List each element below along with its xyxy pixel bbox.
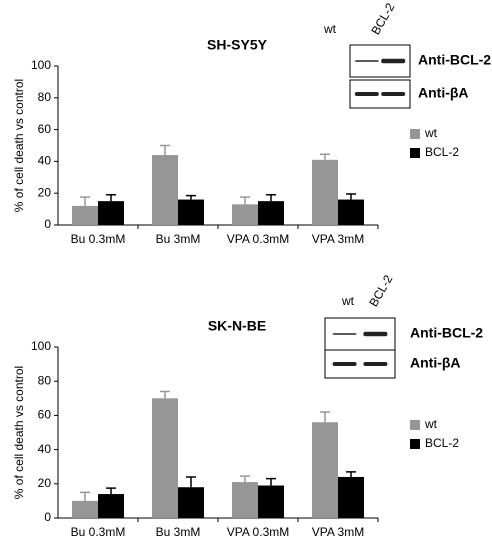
blot-lane-label: BCL-2: [366, 272, 395, 309]
error-bar: [186, 194, 196, 200]
legend-swatch: [410, 439, 420, 449]
bar: [232, 204, 258, 225]
blot-band: [363, 331, 388, 337]
bar: [72, 205, 98, 225]
x-tick-label: Bu 0.3mM: [71, 232, 126, 246]
blot-antibody-label: Anti-BCL-2: [410, 325, 483, 341]
error-bar: [80, 196, 90, 206]
x-tick-label: Bu 3mM: [156, 232, 201, 246]
y-tick-label: 100: [31, 339, 51, 353]
x-tick-label: VPA 3mM: [312, 232, 364, 246]
legend-swatch: [410, 420, 420, 430]
y-tick-label: 40: [38, 154, 52, 168]
y-tick-label: 20: [38, 185, 52, 199]
y-tick-label: 20: [38, 476, 52, 490]
blot-lane-label: wt: [323, 22, 337, 36]
blot-band: [332, 362, 357, 366]
error-bar: [160, 390, 170, 399]
blot-band: [381, 92, 406, 96]
chart: SH-SY5Y % of cell death vs control 0 20 40 60…: [12, 0, 491, 246]
error-bar: [266, 477, 276, 486]
error-bar: [240, 475, 250, 483]
blot-lane-label: wt: [341, 294, 355, 308]
error-bar: [320, 153, 330, 160]
x-tick-label: Bu 3mM: [156, 525, 201, 539]
bar: [258, 485, 284, 518]
blot-antibody-label: Anti-βA: [418, 85, 469, 101]
y-axis-label: % of cell death vs control: [12, 79, 26, 212]
error-bar: [346, 471, 356, 477]
x-tick-label: VPA 0.3mM: [227, 232, 289, 246]
blot-band: [354, 92, 379, 96]
bar: [232, 482, 258, 518]
error-bar: [240, 196, 250, 205]
bar: [98, 494, 124, 518]
blot-band: [354, 60, 379, 62]
legend-label: wt: [424, 417, 438, 431]
bar: [178, 487, 204, 518]
bar: [178, 199, 204, 225]
legend-label: BCL-2: [425, 436, 459, 450]
error-bar: [346, 193, 356, 200]
x-tick-label: VPA 0.3mM: [227, 525, 289, 539]
y-tick-label: 100: [31, 58, 51, 72]
bar: [152, 155, 178, 225]
legend-swatch: [410, 148, 420, 158]
chart-title: SK-N-BE: [208, 318, 266, 334]
y-tick-label: 40: [38, 442, 52, 456]
bar: [98, 201, 124, 225]
y-tick-label: 60: [38, 408, 52, 422]
y-tick-label: 80: [38, 373, 52, 387]
error-bar: [266, 194, 276, 202]
legend-label: wt: [424, 126, 438, 140]
error-bar: [106, 194, 116, 202]
y-tick-label: 0: [44, 217, 51, 231]
y-tick-label: 0: [44, 510, 51, 524]
error-bar: [160, 144, 170, 156]
y-tick-label: 60: [38, 122, 52, 136]
y-tick-label: 80: [38, 90, 52, 104]
x-tick-label: VPA 3mM: [312, 525, 364, 539]
error-bar: [186, 476, 196, 488]
legend-swatch: [410, 129, 420, 139]
bar: [338, 199, 364, 225]
blot-band: [332, 333, 357, 335]
bar: [72, 500, 98, 518]
error-bar: [80, 491, 90, 501]
blot-band: [381, 58, 406, 64]
blot-lane-label: BCL-2: [368, 0, 397, 37]
error-bar: [106, 487, 116, 495]
error-bar: [320, 411, 330, 423]
legend-label: BCL-2: [425, 145, 459, 159]
bar: [312, 159, 338, 225]
x-tick-label: Bu 0.3mM: [71, 525, 126, 539]
bar: [312, 422, 338, 518]
blot-band: [363, 362, 388, 366]
blot-antibody-label: Anti-BCL-2: [418, 52, 491, 68]
chart-title: SH-SY5Y: [207, 37, 268, 53]
bar: [152, 398, 178, 518]
blot-antibody-label: Anti-βA: [410, 355, 461, 371]
y-axis-label: % of cell death vs control: [12, 366, 26, 499]
chart: SK-N-BE % of cell death vs control 0 20 40 60…: [12, 272, 483, 539]
bar: [258, 201, 284, 225]
bar: [338, 476, 364, 518]
